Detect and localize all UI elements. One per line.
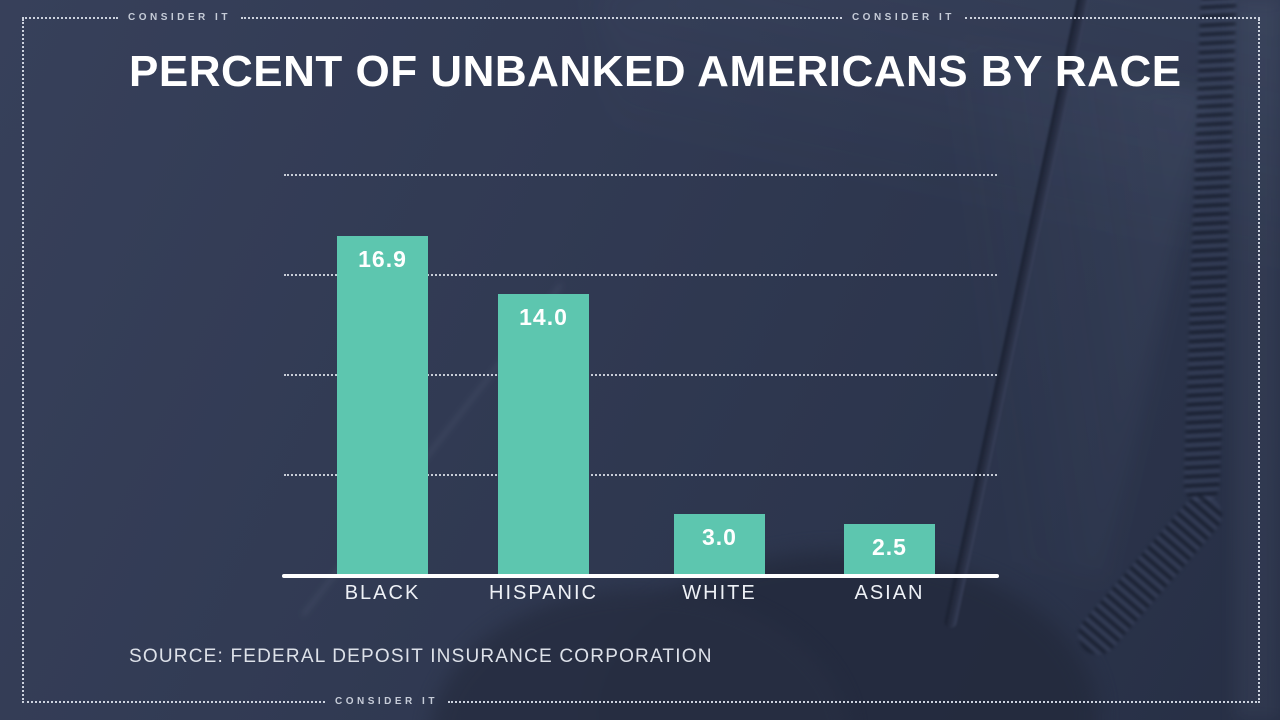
source-credit: SOURCE: FEDERAL DEPOSIT INSURANCE CORPOR… — [129, 646, 713, 667]
bar-value-label: 14.0 — [519, 304, 568, 330]
x-axis-line — [282, 574, 999, 578]
category-label-black: BLACK — [344, 582, 421, 604]
dotted-frame: CONSIDER IT CONSIDER IT CONSIDER IT — [22, 13, 1260, 707]
bar-value-label: 16.9 — [358, 246, 407, 272]
brand-label-top-left: CONSIDER IT — [128, 12, 231, 23]
category-label-hispanic: HISPANIC — [489, 582, 598, 604]
gridline-20 — [284, 174, 997, 176]
frame-border-left — [22, 19, 24, 703]
page-title: PERCENT OF UNBANKED AMERICANS BY RACE — [129, 47, 1182, 96]
brand-label-bottom: CONSIDER IT — [335, 696, 438, 707]
frame-border-right — [1258, 19, 1260, 703]
bar-asian: 2.5 — [844, 524, 935, 574]
x-axis-labels: BLACK HISPANIC WHITE ASIAN — [282, 582, 999, 608]
gridline-15 — [284, 274, 997, 276]
gridline-5 — [284, 474, 997, 476]
gridline-10 — [284, 374, 997, 376]
bar-hispanic: 14.0 — [498, 294, 589, 574]
brand-label-top-right: CONSIDER IT — [851, 12, 955, 23]
category-label-asian: ASIAN — [854, 582, 925, 604]
bar-value-label: 3.0 — [702, 524, 737, 550]
bar-white: 3.0 — [674, 514, 765, 574]
chart-plot-area: 16.9 14.0 3.0 2.5 — [282, 155, 999, 574]
bar-black: 16.9 — [337, 236, 428, 574]
category-label-white: WHITE — [682, 582, 757, 604]
bar-chart: 16.9 14.0 3.0 2.5 BLACK HISPANIC WHITE ASIAN — [282, 155, 999, 615]
bar-value-label: 2.5 — [872, 534, 907, 560]
